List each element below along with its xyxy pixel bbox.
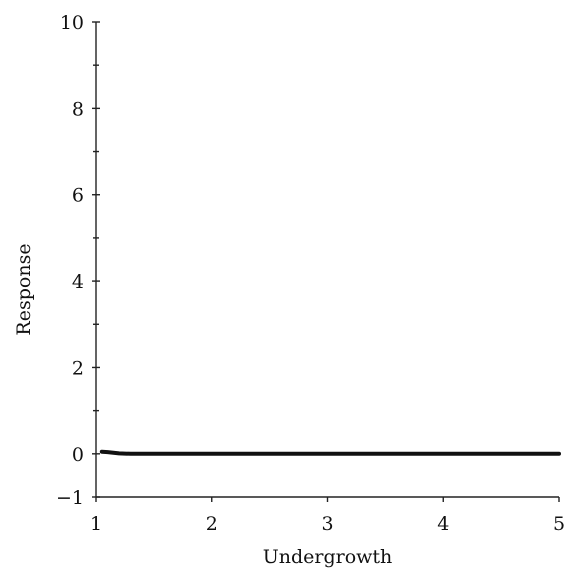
x-axis-title: Undergrowth (263, 546, 393, 568)
x-tick-label: 5 (553, 513, 565, 535)
y-tick-label: 8 (72, 98, 84, 120)
y-tick-label: 6 (72, 185, 84, 207)
plot-axes (95, 22, 559, 498)
x-tick-label: 3 (321, 513, 333, 535)
x-tick-label: 1 (90, 513, 102, 535)
y-tick-label: 10 (60, 12, 84, 34)
x-tick-label: 2 (206, 513, 218, 535)
x-axis-ticks: 1 2 3 4 5 (90, 497, 565, 535)
y-tick-label: 2 (72, 357, 84, 379)
y-axis-ticks: −1 0 2 4 6 8 10 (56, 12, 100, 509)
x-tick-label: 4 (437, 513, 449, 535)
y-tick-label: −1 (56, 487, 84, 509)
y-tick-label: 0 (72, 444, 84, 466)
series-line (99, 449, 561, 456)
series-group (99, 449, 561, 456)
y-tick-label: 4 (72, 271, 84, 293)
y-axis-title: Response (13, 243, 35, 335)
